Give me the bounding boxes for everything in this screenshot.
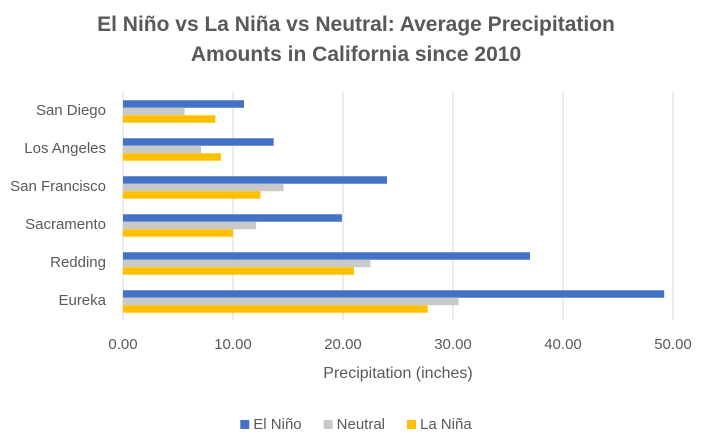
y-tick-label: San Diego	[36, 102, 106, 119]
bar	[123, 100, 244, 108]
bar	[123, 290, 665, 298]
y-tick-label: San Francisco	[10, 178, 106, 195]
bar	[123, 191, 261, 199]
x-tick-label: 50.00	[654, 336, 692, 353]
bar	[123, 183, 284, 192]
x-tick-label: 10.00	[214, 336, 252, 353]
bar	[123, 297, 459, 306]
x-tick-label: 0.00	[108, 336, 137, 353]
chart-title: El Niño vs La Niña vs Neutral: Average P…	[97, 13, 615, 66]
bar	[123, 221, 257, 230]
y-tick-label: Eureka	[58, 292, 106, 309]
bar	[123, 115, 216, 123]
y-tick-label: Sacramento	[25, 216, 106, 233]
y-tick-label: Redding	[50, 254, 106, 271]
bar	[123, 252, 530, 260]
bar	[123, 107, 185, 116]
legend-swatch	[240, 420, 250, 429]
bar	[123, 229, 233, 237]
legend-label: Neutral	[337, 416, 385, 433]
x-tick-label: 40.00	[544, 336, 582, 353]
bar	[123, 305, 428, 313]
bar	[123, 267, 354, 275]
bar	[123, 214, 342, 222]
legend-label: El Niño	[253, 416, 301, 433]
bar	[123, 176, 387, 184]
bar	[123, 145, 202, 154]
legend-swatch	[407, 420, 417, 429]
x-tick-label: 20.00	[324, 336, 362, 353]
bar	[123, 153, 221, 161]
legend-swatch	[323, 420, 333, 429]
x-tick-label: 30.00	[434, 336, 472, 353]
bar	[123, 259, 371, 268]
legend-label: La Niña	[420, 416, 472, 433]
x-axis-label: Precipitation (inches)	[323, 365, 472, 382]
y-tick-label: Los Angeles	[24, 140, 106, 157]
bar	[123, 138, 274, 146]
